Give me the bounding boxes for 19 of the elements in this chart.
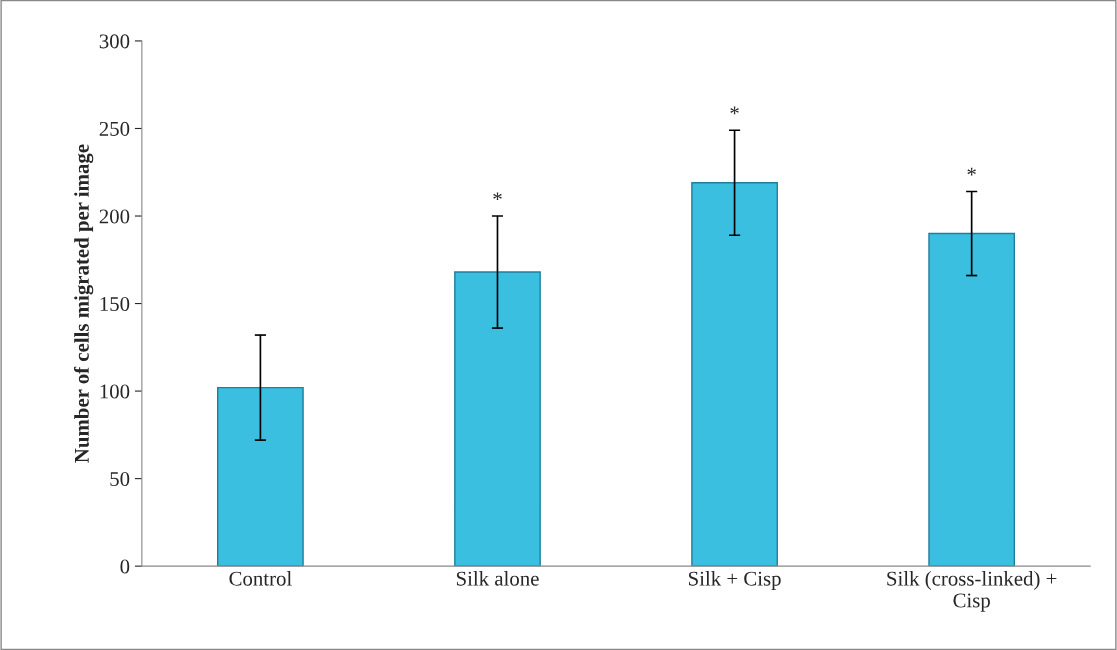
y-tick-label: 0 bbox=[120, 559, 130, 574]
y-tick-label: 50 bbox=[110, 471, 130, 487]
x-tick-label: Silk + Cisp bbox=[688, 571, 781, 590]
y-tick-label: 100 bbox=[100, 384, 130, 399]
y-tick-label: 250 bbox=[99, 121, 130, 136]
y-tick-label: 300 bbox=[99, 34, 130, 49]
bar bbox=[928, 232, 1016, 567]
x-tick-label: Control bbox=[229, 571, 292, 586]
annotation: * bbox=[493, 192, 502, 201]
bar bbox=[454, 271, 541, 567]
y-tick-label: 150 bbox=[100, 296, 130, 311]
annotation: * bbox=[730, 106, 739, 115]
bar bbox=[217, 386, 304, 567]
y-axis-title: Number of cells migrated per image bbox=[73, 144, 94, 463]
y-tick-label: 200 bbox=[99, 209, 130, 224]
x-tick-label: Silk alone bbox=[456, 571, 539, 586]
x-tick-label: Silk (cross-linked) + Cisp bbox=[887, 571, 1057, 612]
bar bbox=[691, 182, 778, 567]
annotation: * bbox=[967, 167, 976, 176]
